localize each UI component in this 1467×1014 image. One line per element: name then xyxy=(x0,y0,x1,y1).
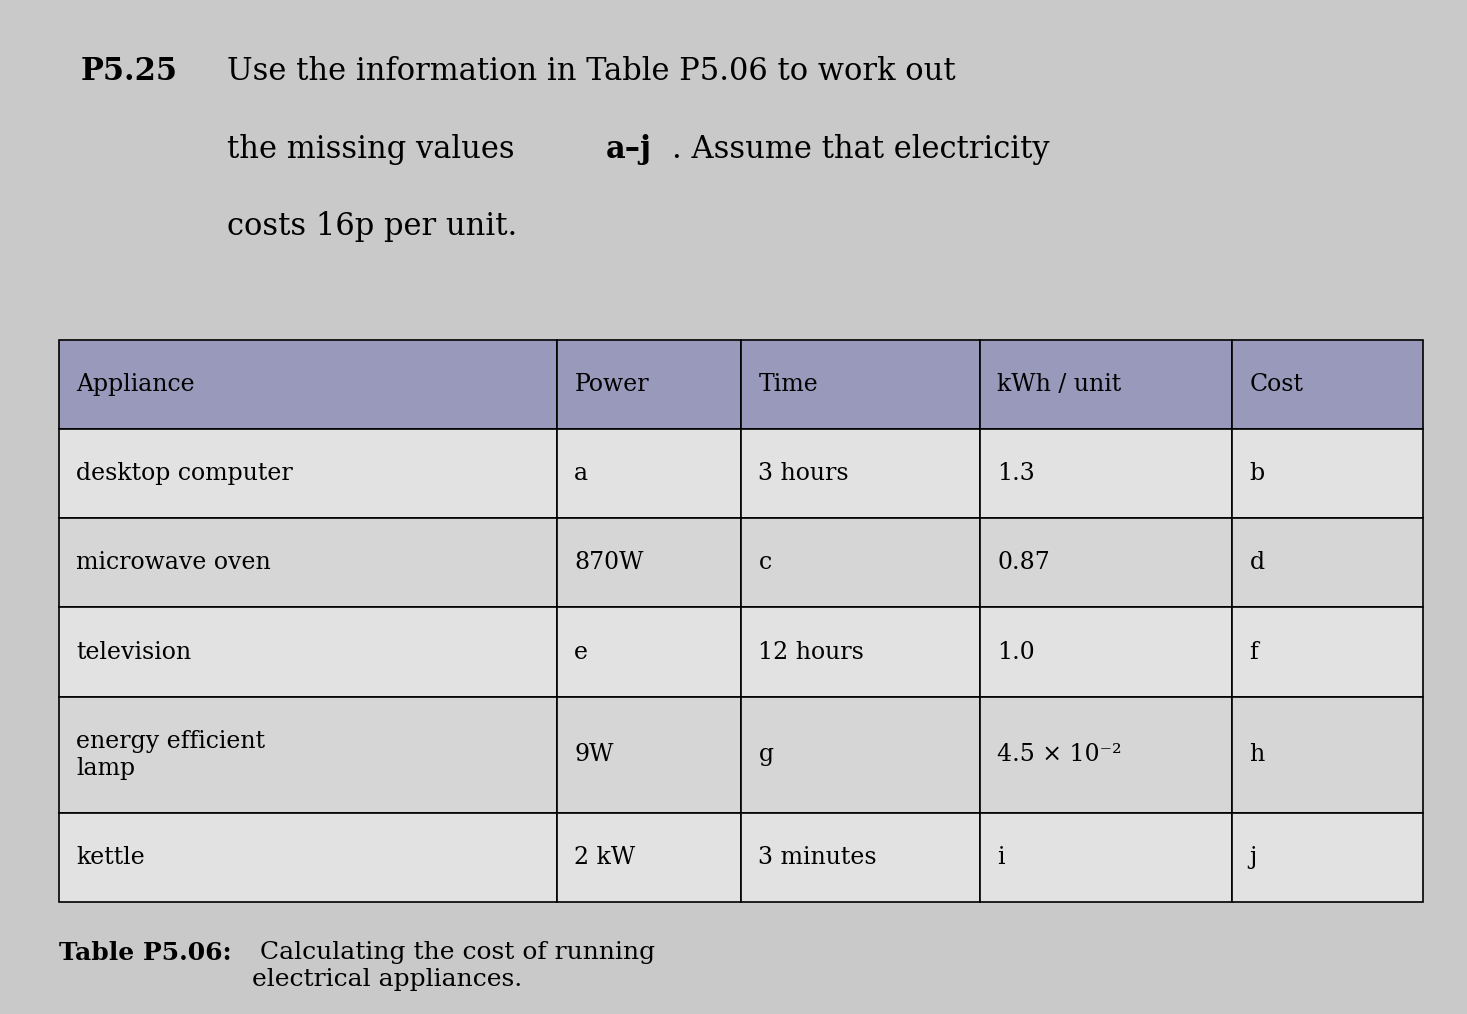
Text: 4.5 × 10⁻²: 4.5 × 10⁻² xyxy=(998,743,1122,767)
Text: 2 kW: 2 kW xyxy=(574,847,635,869)
Bar xyxy=(556,813,741,902)
Text: Use the information in Table P5.06 to work out: Use the information in Table P5.06 to wo… xyxy=(227,56,956,87)
Text: 3 minutes: 3 minutes xyxy=(758,847,877,869)
Bar xyxy=(59,429,556,518)
Text: television: television xyxy=(76,641,191,663)
Text: b: b xyxy=(1250,462,1265,485)
Text: h: h xyxy=(1250,743,1265,767)
Text: i: i xyxy=(998,847,1005,869)
Bar xyxy=(1232,813,1423,902)
Bar xyxy=(556,340,741,429)
Text: Appliance: Appliance xyxy=(76,373,195,395)
Text: 1.3: 1.3 xyxy=(998,462,1034,485)
Text: f: f xyxy=(1250,641,1259,663)
Text: . Assume that electricity: . Assume that electricity xyxy=(672,134,1049,165)
Text: costs 16p per unit.: costs 16p per unit. xyxy=(227,211,518,242)
Text: kWh / unit: kWh / unit xyxy=(998,373,1121,395)
Bar xyxy=(59,813,556,902)
Text: microwave oven: microwave oven xyxy=(76,552,271,574)
Text: kettle: kettle xyxy=(76,847,145,869)
Text: desktop computer: desktop computer xyxy=(76,462,293,485)
Bar xyxy=(980,607,1232,697)
Text: P5.25: P5.25 xyxy=(81,56,178,87)
Bar xyxy=(1232,518,1423,607)
Text: 1.0: 1.0 xyxy=(998,641,1034,663)
Bar xyxy=(741,518,980,607)
Text: 0.87: 0.87 xyxy=(998,552,1050,574)
Text: a: a xyxy=(574,462,588,485)
Text: c: c xyxy=(758,552,772,574)
Bar xyxy=(980,340,1232,429)
Text: Cost: Cost xyxy=(1250,373,1304,395)
Text: energy efficient
lamp: energy efficient lamp xyxy=(76,730,266,780)
Bar xyxy=(1232,607,1423,697)
Text: Table P5.06:: Table P5.06: xyxy=(59,941,232,965)
Bar xyxy=(1232,429,1423,518)
Text: Time: Time xyxy=(758,373,819,395)
Bar xyxy=(1232,340,1423,429)
Bar xyxy=(556,607,741,697)
Bar xyxy=(980,813,1232,902)
Text: Power: Power xyxy=(574,373,648,395)
Bar xyxy=(741,340,980,429)
Text: 870W: 870W xyxy=(574,552,644,574)
Bar xyxy=(59,340,556,429)
Bar xyxy=(741,813,980,902)
Text: 9W: 9W xyxy=(574,743,613,767)
Text: j: j xyxy=(1250,847,1257,869)
Bar xyxy=(556,429,741,518)
Bar xyxy=(980,429,1232,518)
Text: Calculating the cost of running
electrical appliances.: Calculating the cost of running electric… xyxy=(252,941,656,991)
Bar xyxy=(741,429,980,518)
Text: the missing values: the missing values xyxy=(227,134,525,165)
Bar xyxy=(59,607,556,697)
Bar xyxy=(59,518,556,607)
Text: d: d xyxy=(1250,552,1265,574)
Bar xyxy=(741,607,980,697)
Text: e: e xyxy=(574,641,588,663)
Text: g: g xyxy=(758,743,773,767)
Text: a–j: a–j xyxy=(606,134,651,165)
Text: 12 hours: 12 hours xyxy=(758,641,864,663)
Text: 3 hours: 3 hours xyxy=(758,462,849,485)
Bar xyxy=(556,518,741,607)
Bar xyxy=(980,518,1232,607)
